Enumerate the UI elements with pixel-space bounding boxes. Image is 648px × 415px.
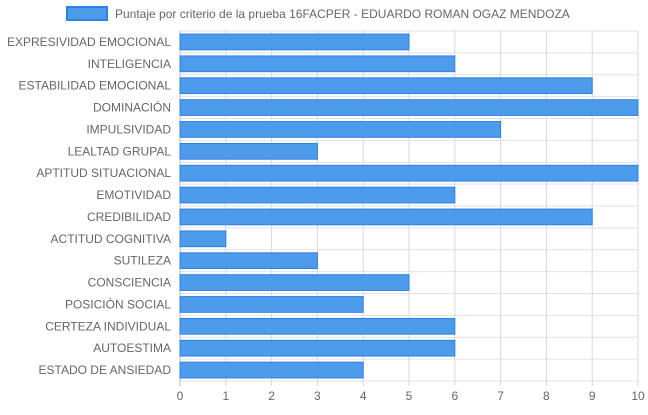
x-axis-ticks: 0 1 2 3 4 5 6 7 8 9 10 [177, 389, 645, 403]
bar [179, 33, 410, 51]
x-tick-label: 4 [360, 389, 367, 403]
bar [179, 142, 318, 160]
x-tick-label: 2 [268, 389, 275, 403]
x-tick-label: 1 [222, 389, 229, 403]
category-label: ESTADO DE ANSIEDAD [39, 363, 172, 377]
x-tick-label: 10 [631, 389, 645, 403]
bar [179, 252, 318, 270]
category-label: SUTILEZA [114, 254, 171, 268]
bar [179, 164, 639, 182]
bar-layer [179, 33, 639, 379]
x-tick-label: 9 [589, 389, 596, 403]
legend[interactable]: Puntaje por criterio de la prueba 16FACP… [66, 6, 570, 21]
category-label: CERTEZA INDIVIDUAL [45, 319, 171, 333]
bar [179, 274, 410, 291]
category-label: EMOTIVIDAD [96, 188, 171, 202]
x-tick-label: 3 [314, 389, 321, 403]
category-label: IMPULSIVIDAD [86, 122, 171, 136]
bar [179, 99, 639, 116]
category-label: CONSCIENCIA [88, 276, 171, 290]
category-label: AUTOESTIMA [93, 341, 171, 355]
category-label: APTITUD SITUACIONAL [36, 166, 171, 180]
category-label: DOMINACIÓN [93, 100, 171, 115]
bar [179, 230, 227, 248]
bar [179, 121, 502, 138]
category-label: POSICIÓN SOCIAL [65, 296, 171, 311]
bar [179, 361, 364, 379]
x-tick-label: 5 [406, 389, 413, 403]
category-label: CREDIBILIDAD [87, 210, 171, 224]
legend-swatch [66, 6, 108, 21]
bar [179, 296, 364, 313]
category-label: INTELIGENCIA [88, 57, 171, 71]
bar [179, 77, 593, 95]
x-tick-label: 6 [451, 389, 458, 403]
category-label: ESTABILIDAD EMOCIONAL [19, 79, 172, 93]
x-tick-label: 0 [177, 389, 184, 403]
bar [179, 208, 593, 226]
x-tick-label: 8 [543, 389, 550, 403]
legend-label: Puntaje por criterio de la prueba 16FACP… [115, 7, 570, 21]
bar [179, 55, 456, 73]
bar [179, 317, 456, 335]
category-label: EXPRESIVIDAD EMOCIONAL [7, 35, 171, 49]
bar [179, 186, 456, 204]
category-label: ACTITUD COGNITIVA [51, 232, 171, 246]
category-labels: EXPRESIVIDAD EMOCIONAL INTELIGENCIA ESTABI… [7, 35, 171, 377]
category-label: LEALTAD GRUPAL [68, 144, 172, 158]
x-tick-label: 7 [497, 389, 504, 403]
bar [179, 339, 456, 357]
